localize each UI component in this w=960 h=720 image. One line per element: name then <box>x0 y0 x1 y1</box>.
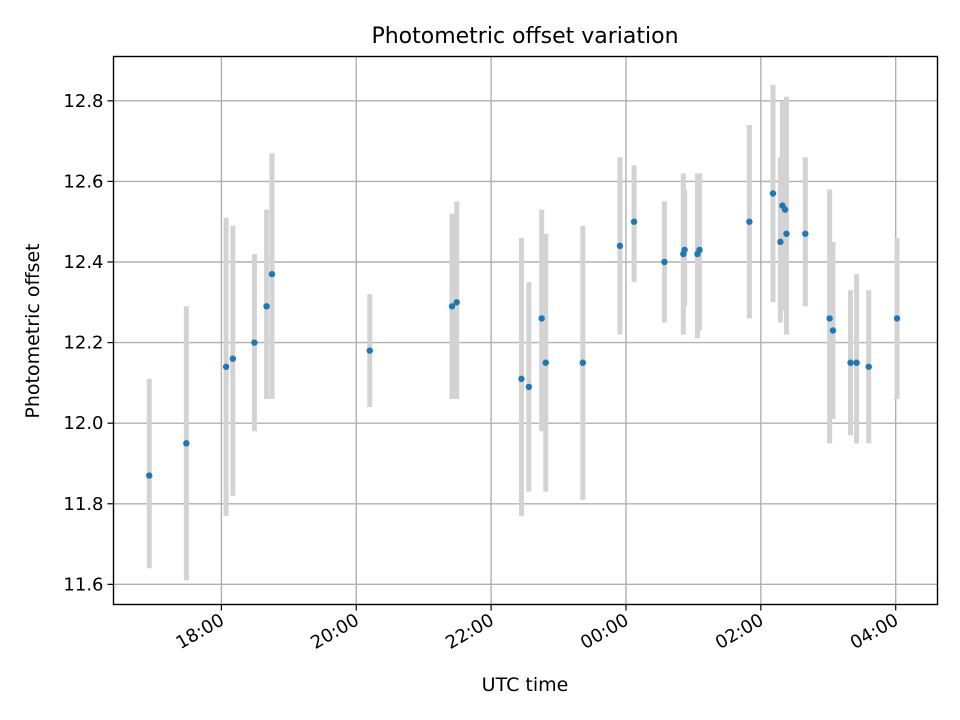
data-point <box>579 359 587 366</box>
data-point <box>681 246 688 254</box>
data-point <box>518 375 525 383</box>
data-point <box>630 218 638 225</box>
y-tick-label: 12.0 <box>63 413 103 434</box>
data-point <box>746 218 753 225</box>
y-axis-label: Photometric offset <box>22 243 44 418</box>
data-point <box>853 359 860 366</box>
data-point <box>366 347 373 354</box>
data-point <box>777 238 784 246</box>
y-tick-label: 12.6 <box>63 171 103 192</box>
data-point <box>781 206 789 213</box>
y-tick-label: 12.8 <box>63 91 103 112</box>
data-points <box>146 190 901 479</box>
data-point <box>893 315 901 322</box>
data-point <box>453 299 460 306</box>
data-point <box>268 270 276 278</box>
y-tick-label: 11.8 <box>63 494 103 515</box>
y-tick-label: 12.4 <box>63 252 103 273</box>
data-point <box>251 339 258 346</box>
data-point <box>525 383 533 391</box>
data-point <box>829 327 837 334</box>
data-point <box>769 190 777 197</box>
data-point <box>802 230 809 237</box>
data-point <box>696 246 703 254</box>
data-point <box>661 258 668 266</box>
data-point <box>448 303 456 310</box>
data-point <box>865 363 872 370</box>
data-point <box>183 440 190 447</box>
data-point <box>146 472 153 479</box>
x-axis-label: UTC time <box>482 674 569 696</box>
data-point <box>229 355 237 362</box>
data-point <box>847 359 854 366</box>
data-point <box>538 315 545 322</box>
y-tick-label: 12.2 <box>63 333 103 354</box>
data-point <box>616 242 624 250</box>
y-tick-label: 11.6 <box>63 574 103 595</box>
chart-title: Photometric offset variation <box>371 24 678 49</box>
data-point <box>783 230 790 237</box>
data-point <box>542 359 549 366</box>
data-point <box>222 363 230 370</box>
data-point <box>263 303 270 310</box>
plot-frame <box>112 55 939 606</box>
data-point <box>826 315 833 322</box>
